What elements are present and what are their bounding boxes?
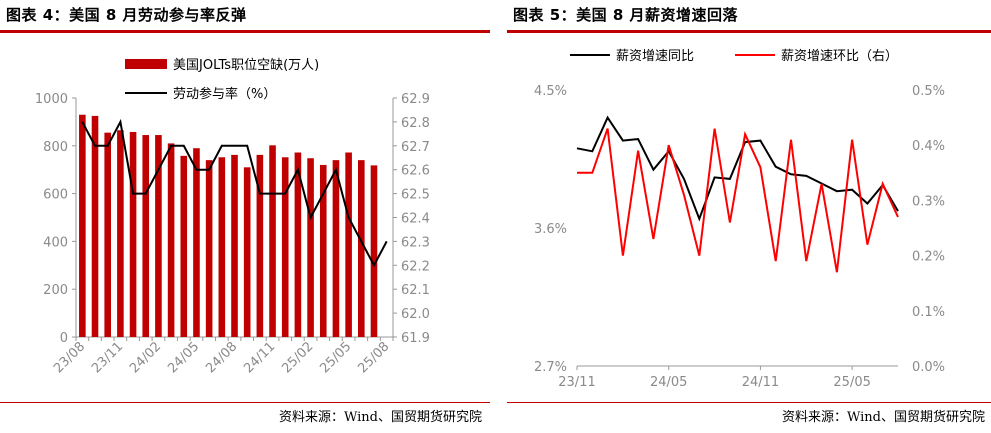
right-y-tick-label: 62.6 (401, 164, 430, 179)
right-bottom-rule (507, 402, 991, 403)
x-tick-label: 24/08 (203, 339, 240, 376)
left-y-tick-label: 4.5% (534, 84, 567, 99)
right-y-tick-label: 62.9 (401, 92, 430, 107)
x-tick-label: 24/11 (742, 375, 779, 390)
left-bottom-rule (0, 402, 490, 403)
jolts-bar (167, 143, 175, 337)
right-figure-title: 图表 5：美国 8 月薪资增速回落 (513, 6, 739, 24)
jolts-bar (370, 165, 378, 337)
left-y-tick-label: 800 (43, 140, 68, 155)
jolts-bar (155, 135, 162, 337)
jolts-bar (117, 130, 124, 337)
legend-label-mom: 薪资增速环比（右） (781, 49, 898, 64)
left-y-tick-label: 200 (43, 283, 68, 298)
left-y-tick-label: 1000 (35, 92, 68, 107)
jolts-bar (281, 157, 289, 337)
x-tick-label: 24/05 (165, 339, 202, 376)
right-y-tick-label: 62.1 (401, 283, 430, 298)
right-y-tick-label: 62.7 (401, 140, 430, 155)
right-y-tick-label: 0.1% (912, 305, 945, 320)
x-tick-label: 23/11 (89, 339, 126, 376)
jolts-bar (205, 160, 213, 337)
jolts-bar (129, 131, 137, 337)
jolts-bar (256, 154, 264, 337)
jolts-bar (218, 157, 226, 337)
x-tick-label: 24/02 (127, 339, 164, 376)
right-y-tick-label: 0.0% (912, 360, 945, 375)
jolts-bar (79, 114, 86, 337)
left-y-tick-label: 0 (60, 331, 68, 346)
right-y-tick-label: 62.5 (401, 188, 430, 203)
right-y-tick-label: 61.9 (401, 331, 430, 346)
right-y-tick-label: 62.8 (401, 116, 430, 131)
jolts-bar (231, 154, 238, 337)
left-y-tick-label: 400 (43, 235, 68, 250)
right-y-tick-label: 0.5% (912, 84, 945, 99)
left-y-tick-label: 3.6% (534, 222, 567, 237)
left-figure-panel: 图表 4：美国 8 月劳动参与率反弹 0 200 400 600 800 1000 61.9… (0, 0, 490, 433)
participation-rate-line (81, 118, 388, 268)
jolts-bar (180, 155, 188, 337)
legend-label-participation: 劳动参与率（%） (173, 86, 276, 102)
jolts-bar (193, 148, 200, 337)
jolts-bar (243, 167, 251, 337)
legend-label-yoy: 薪资增速同比 (616, 49, 694, 64)
left-figure-title: 图表 4：美国 8 月劳动参与率反弹 (6, 6, 247, 24)
left-y-tick-label: 2.7% (534, 360, 567, 375)
legend-label-jolts: 美国JOLTs职位空缺(万人) (173, 58, 319, 73)
wage-growth-yoy-line (576, 115, 899, 222)
jolts-bar (104, 132, 111, 337)
right-title-rule (507, 30, 991, 33)
x-tick-label: 24/11 (241, 339, 278, 376)
jolts-bar (332, 160, 340, 337)
legend-swatch-jolts (125, 59, 167, 69)
jolts-bar (269, 145, 276, 337)
x-tick-label: 23/11 (558, 375, 595, 390)
left-chart: 0 200 400 600 800 1000 61.9 62.0 62.1 62.2 62.3 62.… (35, 58, 430, 376)
x-tick-label: 25/02 (279, 339, 316, 376)
right-y-tick-label: 62.3 (401, 235, 430, 250)
jolts-bar (91, 115, 99, 337)
right-y-tick-label: 0.3% (912, 194, 945, 209)
right-chart: 2.7% 3.6% 4.5% 0.0% 0.1% 0.2% 0.3% 0.4% 0.5% 23/1… (534, 49, 945, 390)
x-tick-label: 24/05 (650, 375, 687, 390)
right-y-tick-label: 62.2 (401, 259, 430, 274)
x-tick-label: 25/05 (317, 339, 354, 376)
x-tick-label: 23/08 (51, 339, 88, 376)
jolts-bar (142, 135, 150, 337)
jolts-bar (294, 152, 302, 337)
left-title-rule (0, 30, 490, 33)
right-source-note: 资料来源：Wind、国贸期货研究院 (782, 410, 985, 425)
jolts-bar (358, 160, 365, 337)
right-y-tick-label: 62.0 (401, 307, 430, 322)
jolts-bar (307, 158, 314, 337)
left-source-note: 资料来源：Wind、国贸期货研究院 (279, 410, 482, 425)
left-y-tick-label: 600 (43, 188, 68, 203)
wage-growth-mom-line (577, 128, 899, 273)
x-tick-label: 25/08 (355, 339, 392, 376)
jolts-bar (345, 152, 352, 337)
right-figure-panel: 图表 5：美国 8 月薪资增速回落 2.7% 3.6% 4.5% 0.0% 0.1% 0.… (507, 0, 991, 433)
right-y-tick-label: 0.2% (912, 250, 945, 265)
jolts-bar (319, 164, 327, 337)
x-tick-label: 25/05 (833, 375, 870, 390)
right-y-tick-label: 62.4 (401, 212, 430, 227)
right-y-tick-label: 0.4% (912, 139, 945, 154)
